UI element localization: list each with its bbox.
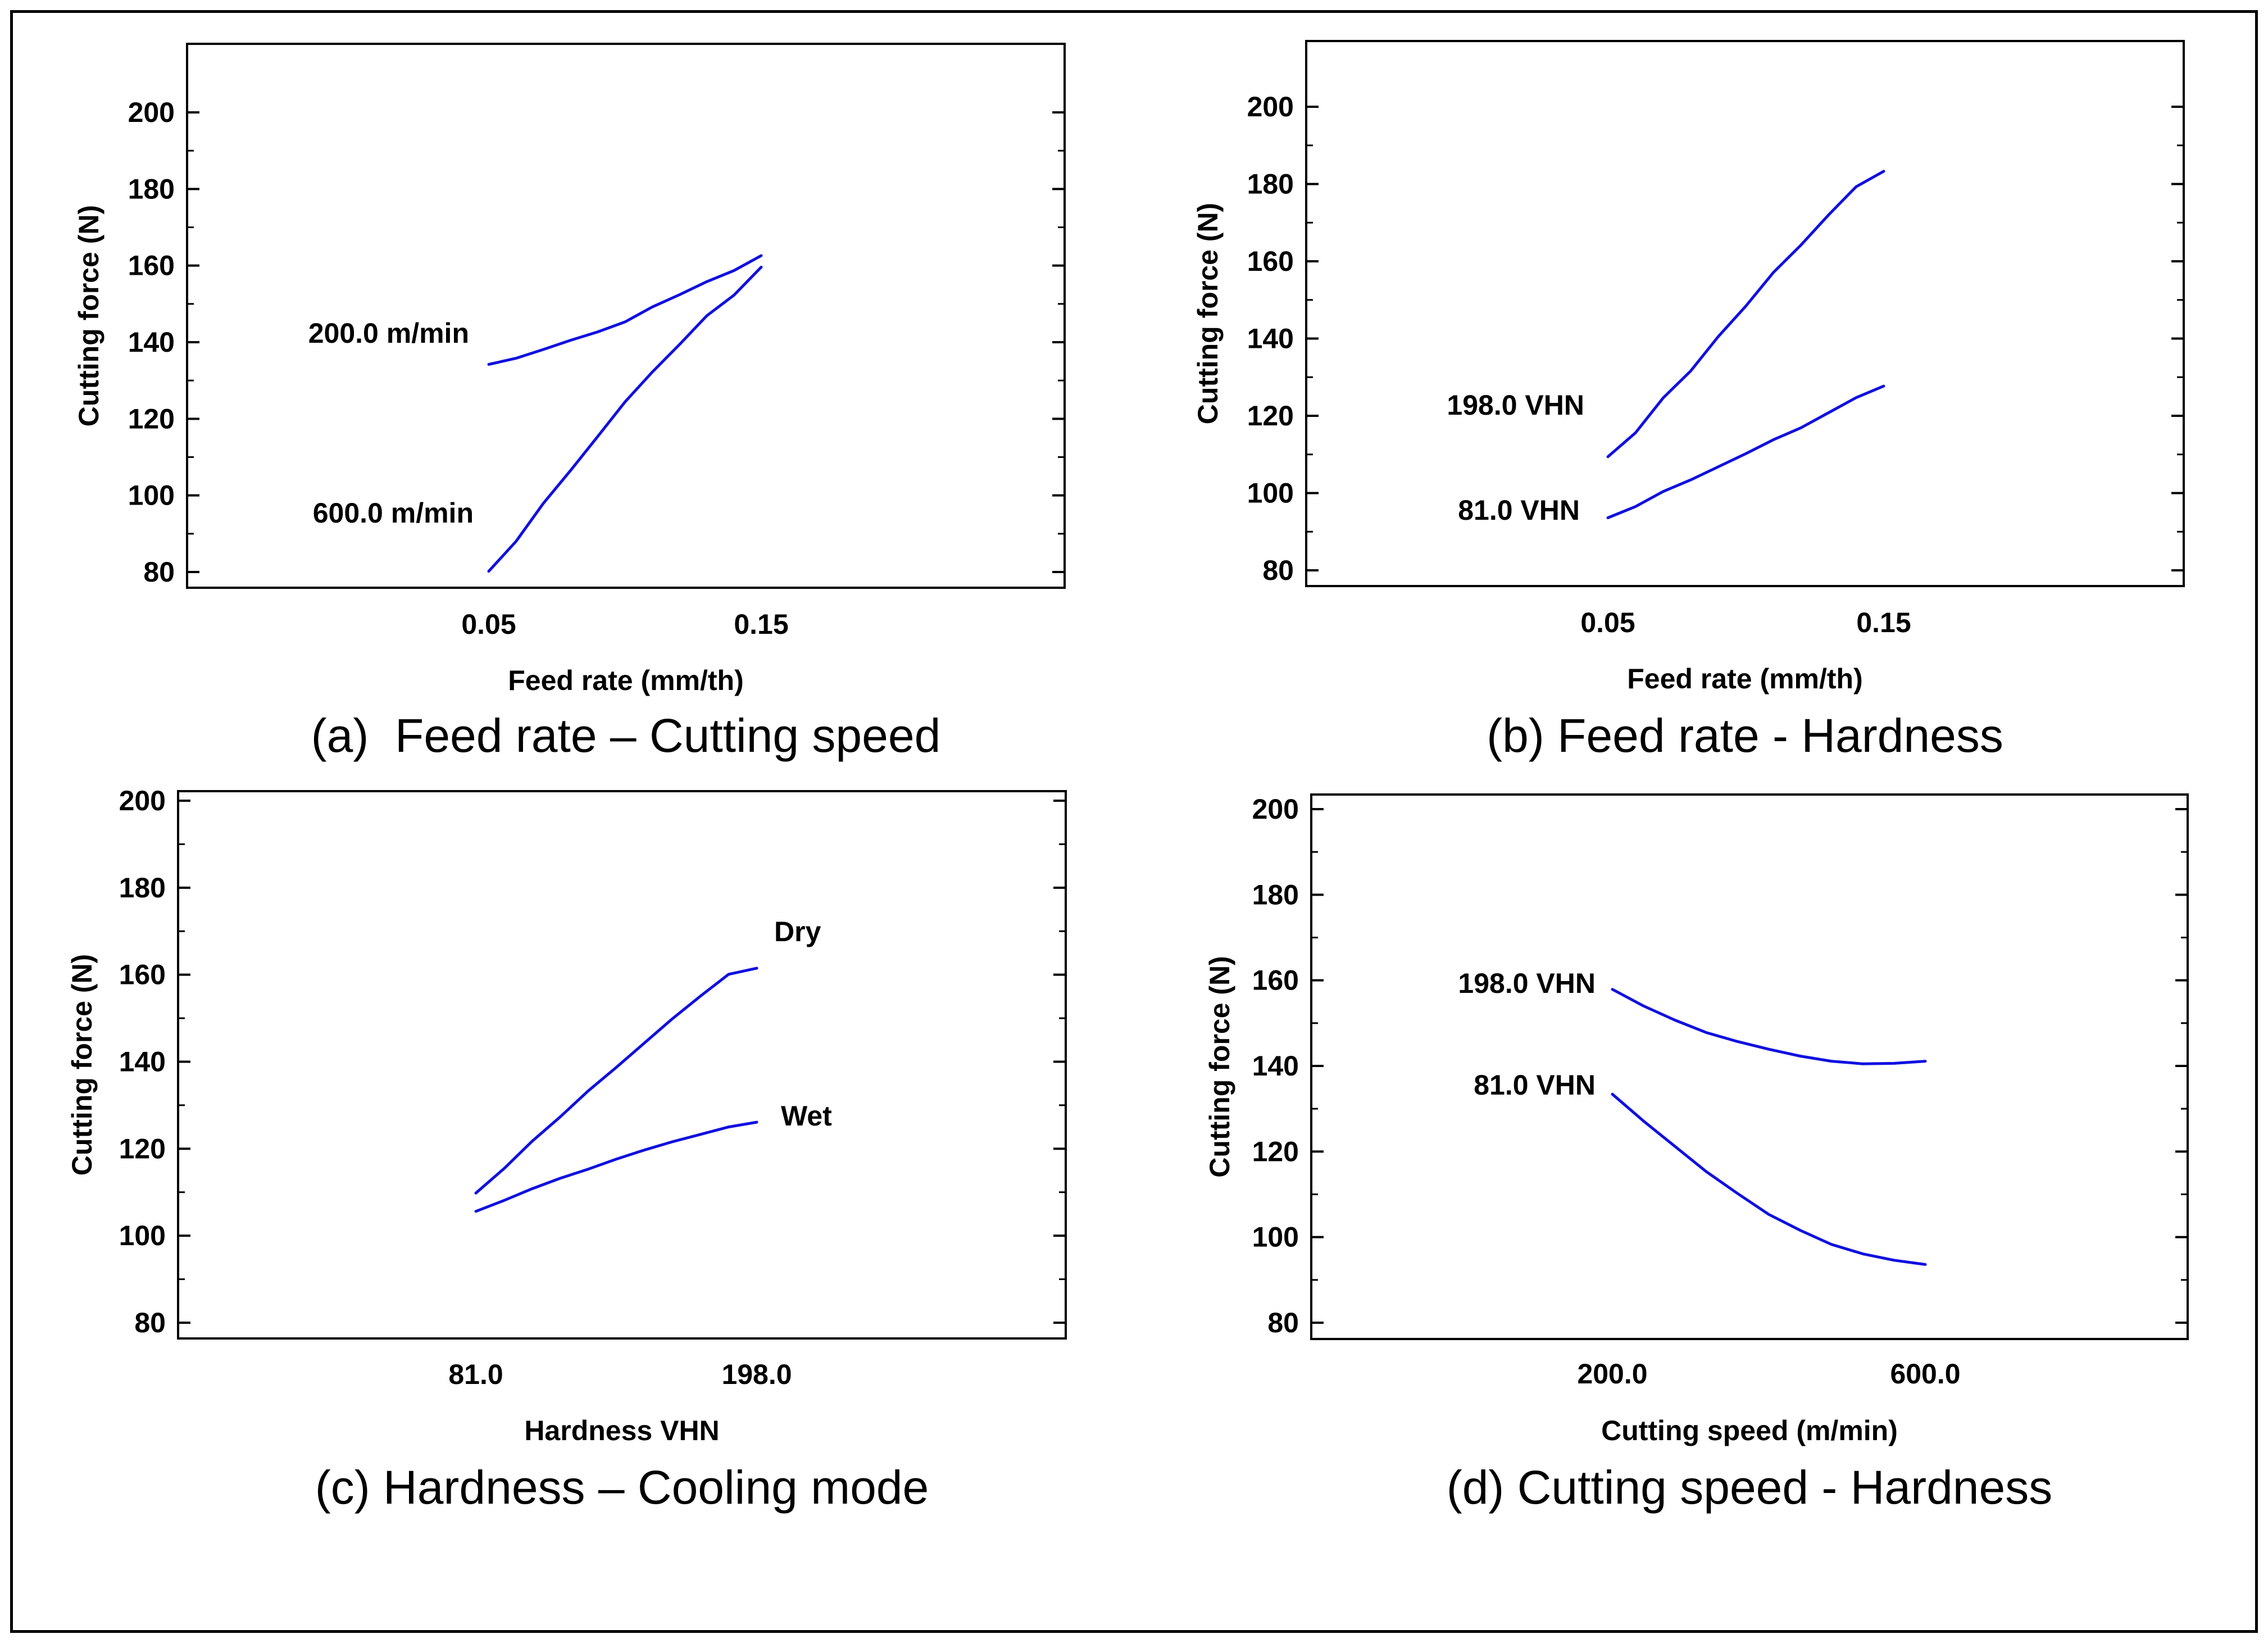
y-tick-label: 160 <box>1252 965 1299 996</box>
panel-caption: (d) Cutting speed - Hardness <box>1447 1461 2053 1514</box>
plot-frame <box>1305 40 2185 587</box>
x-tick-label: 198.0 <box>721 1359 792 1390</box>
y-tick-label: 80 <box>1262 555 1294 586</box>
x-axis-title: Feed rate (mm/th) <box>1627 663 1863 695</box>
y-tick-label: 120 <box>128 403 175 434</box>
series-label: 200.0 m/min <box>308 317 469 349</box>
series-label: Wet <box>781 1100 832 1132</box>
series-line-2 <box>474 1120 758 1213</box>
series-label: Dry <box>774 916 821 947</box>
x-tick-label: 0.05 <box>1580 607 1635 638</box>
chart-panel-1: 200 180 160 140 120 100 80 0.05 0.15 Feed rate (m… <box>73 43 1066 762</box>
series-label: 198.0 VHN <box>1447 389 1584 421</box>
figure-frame <box>10 10 2258 1633</box>
y-tick-label: 140 <box>1247 323 1294 355</box>
plot-frame <box>177 790 1067 1340</box>
series-label: 198.0 VHN <box>1458 968 1596 999</box>
x-tick-label: 0.05 <box>461 609 516 640</box>
chart-panel-2: 200 180 160 140 120 100 80 0.05 0.15 Feed rate (m… <box>1192 40 2185 762</box>
y-tick-label: 100 <box>128 480 175 511</box>
panel-caption: (b) Feed rate - Hardness <box>1487 709 2003 762</box>
y-axis-title: Cutting force (N) <box>1204 956 1235 1177</box>
y-tick-label: 180 <box>128 173 175 205</box>
y-tick-label: 180 <box>1252 879 1299 910</box>
series-line-1 <box>487 254 763 366</box>
y-axis-title: Cutting force (N) <box>73 205 104 426</box>
plot-frame <box>1310 793 2189 1340</box>
y-tick-label: 100 <box>1247 478 1294 509</box>
y-tick-label: 120 <box>1247 400 1294 432</box>
y-tick-label: 140 <box>119 1046 166 1078</box>
chart-panel-4: 200 180 160 140 120 100 80 200.0 600.0 Cutting sp… <box>1204 793 2189 1514</box>
series-line-2 <box>487 265 763 573</box>
y-tick-label: 100 <box>1252 1222 1299 1253</box>
x-axis-title: Feed rate (mm/th) <box>508 665 744 696</box>
x-tick-label: 200.0 <box>1577 1358 1647 1390</box>
y-tick-label: 160 <box>128 250 175 282</box>
y-tick-label: 180 <box>1247 169 1294 200</box>
y-tick-label: 140 <box>128 326 175 358</box>
y-axis-title: Cutting force (N) <box>1192 203 1224 424</box>
panel-caption: (a) Feed rate – Cutting speed <box>311 709 941 762</box>
y-tick-label: 200 <box>128 97 175 128</box>
series-line-1 <box>474 966 758 1195</box>
x-tick-label: 81.0 <box>448 1359 503 1390</box>
plot-frame <box>186 43 1066 589</box>
y-tick-label: 160 <box>119 959 166 991</box>
x-tick-label: 600.0 <box>1890 1358 1960 1390</box>
y-tick-label: 80 <box>143 556 175 588</box>
y-tick-label: 200 <box>119 785 166 816</box>
series-line-2 <box>1611 1092 1927 1266</box>
y-tick-label: 120 <box>1252 1136 1299 1167</box>
series-label: 81.0 VHN <box>1458 494 1580 526</box>
y-tick-label: 140 <box>1252 1050 1299 1082</box>
y-axis-title: Cutting force (N) <box>66 954 98 1175</box>
series-line-2 <box>1606 384 1885 519</box>
y-tick-label: 200 <box>1247 91 1294 122</box>
x-axis-title: Cutting speed (m/min) <box>1601 1415 1898 1446</box>
x-axis-title: Hardness VHN <box>524 1415 719 1446</box>
series-line-1 <box>1611 988 1927 1065</box>
y-tick-label: 80 <box>1267 1307 1299 1338</box>
y-tick-label: 100 <box>119 1220 166 1251</box>
x-tick-label: 0.15 <box>1856 607 1911 638</box>
panel-caption: (c) Hardness – Cooling mode <box>315 1461 929 1514</box>
x-tick-label: 0.15 <box>734 609 788 640</box>
y-tick-label: 120 <box>119 1133 166 1164</box>
y-tick-label: 180 <box>119 872 166 904</box>
y-tick-label: 200 <box>1252 793 1299 825</box>
series-line-1 <box>1606 170 1885 459</box>
y-tick-label: 160 <box>1247 246 1294 277</box>
y-tick-label: 80 <box>134 1307 166 1338</box>
series-label: 600.0 m/min <box>313 497 474 529</box>
series-label: 81.0 VHN <box>1474 1069 1596 1101</box>
